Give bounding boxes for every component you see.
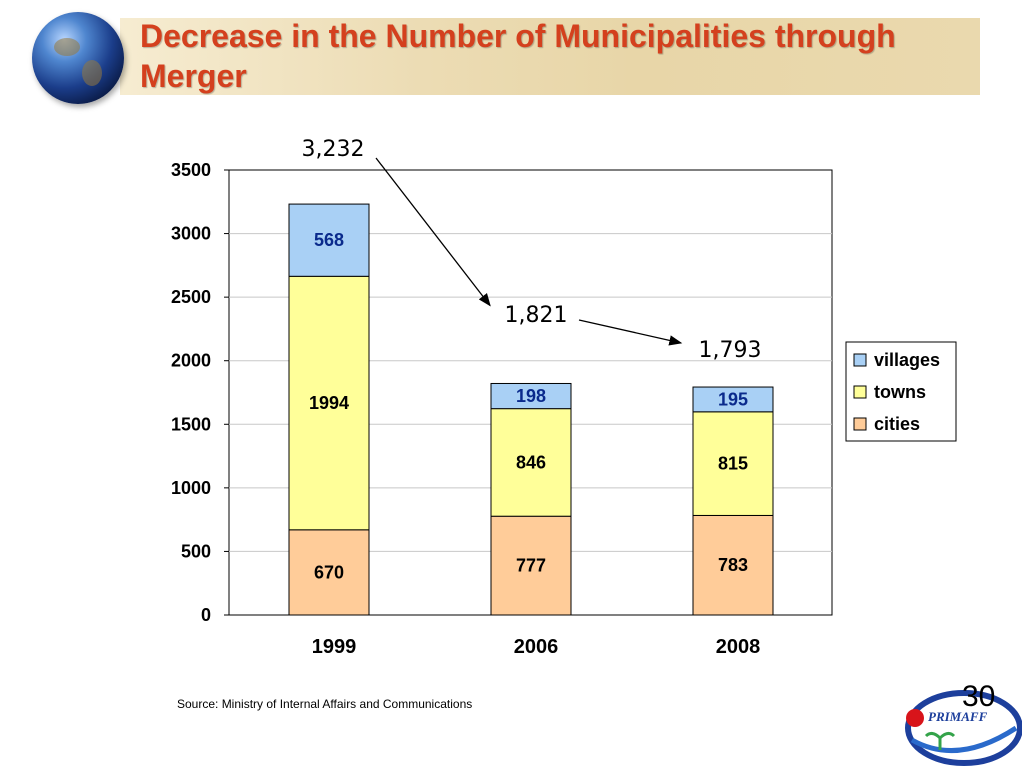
total-annotations: 3,232 1,821 1,793 [302,137,762,363]
legend: villages towns cities [845,341,957,442]
y-tick-label: 500 [181,541,211,561]
y-tick-label: 3500 [171,160,211,180]
bar-segment-cities [490,515,572,616]
data-label-villages: 198 [516,386,546,406]
y-tick-label: 1000 [171,478,211,498]
primaff-logo: PRIMAFF [905,690,1022,766]
legend-label-towns: towns [874,382,926,402]
data-label-cities: 777 [516,556,546,576]
data-label-cities: 670 [314,562,344,582]
data-label-villages: 195 [718,389,748,409]
bar-segment-cities [288,529,370,616]
page-title: Decrease in the Number of Municipalities… [140,18,896,94]
data-label-cities: 783 [718,555,748,575]
legend-swatch-villages [853,353,867,367]
bar-segment-villages [288,203,370,277]
legend-swatch-towns [853,385,867,399]
y-tick-label: 1500 [171,414,211,434]
bar-segment-towns [288,275,370,531]
x-tick-label: 2008 [716,636,761,658]
y-tick-label: 2000 [171,351,211,371]
y-tick-label: 3000 [171,224,211,244]
legend-label-cities: cities [874,414,920,434]
axes: 0 500 1000 1500 2000 2500 3000 3500 1999 2006 2008 [171,160,760,658]
bars [288,203,774,616]
page-number: 30 [962,680,996,713]
data-label-towns: 815 [718,454,748,474]
y-tick-label: 0 [201,605,211,625]
data-labels: 670 1994 568 777 846 198 783 815 195 [309,230,748,582]
bar-segment-villages [692,386,774,413]
data-label-villages: 568 [314,230,344,250]
trend-arrow [375,157,491,307]
bar-segment-villages [490,382,572,410]
legend-label-villages: villages [874,350,940,370]
data-label-towns: 1994 [309,393,349,413]
globe-icon [32,12,124,104]
y-tick-label: 2500 [171,287,211,307]
source-note: Source: Ministry of Internal Affairs and… [177,697,473,711]
total-label: 1,793 [699,338,762,363]
total-label: 1,821 [505,303,568,328]
logo-wordmark: PRIMAFF [928,709,988,724]
legend-swatch-cities [853,417,867,431]
trend-arrow [578,319,683,346]
bar-segment-cities [692,514,774,616]
x-tick-label: 2006 [514,636,559,658]
header-banner [120,18,980,95]
bar-segment-towns [692,411,774,516]
x-tick-label: 1999 [312,636,357,658]
total-label: 3,232 [302,137,365,162]
data-label-towns: 846 [516,452,546,472]
